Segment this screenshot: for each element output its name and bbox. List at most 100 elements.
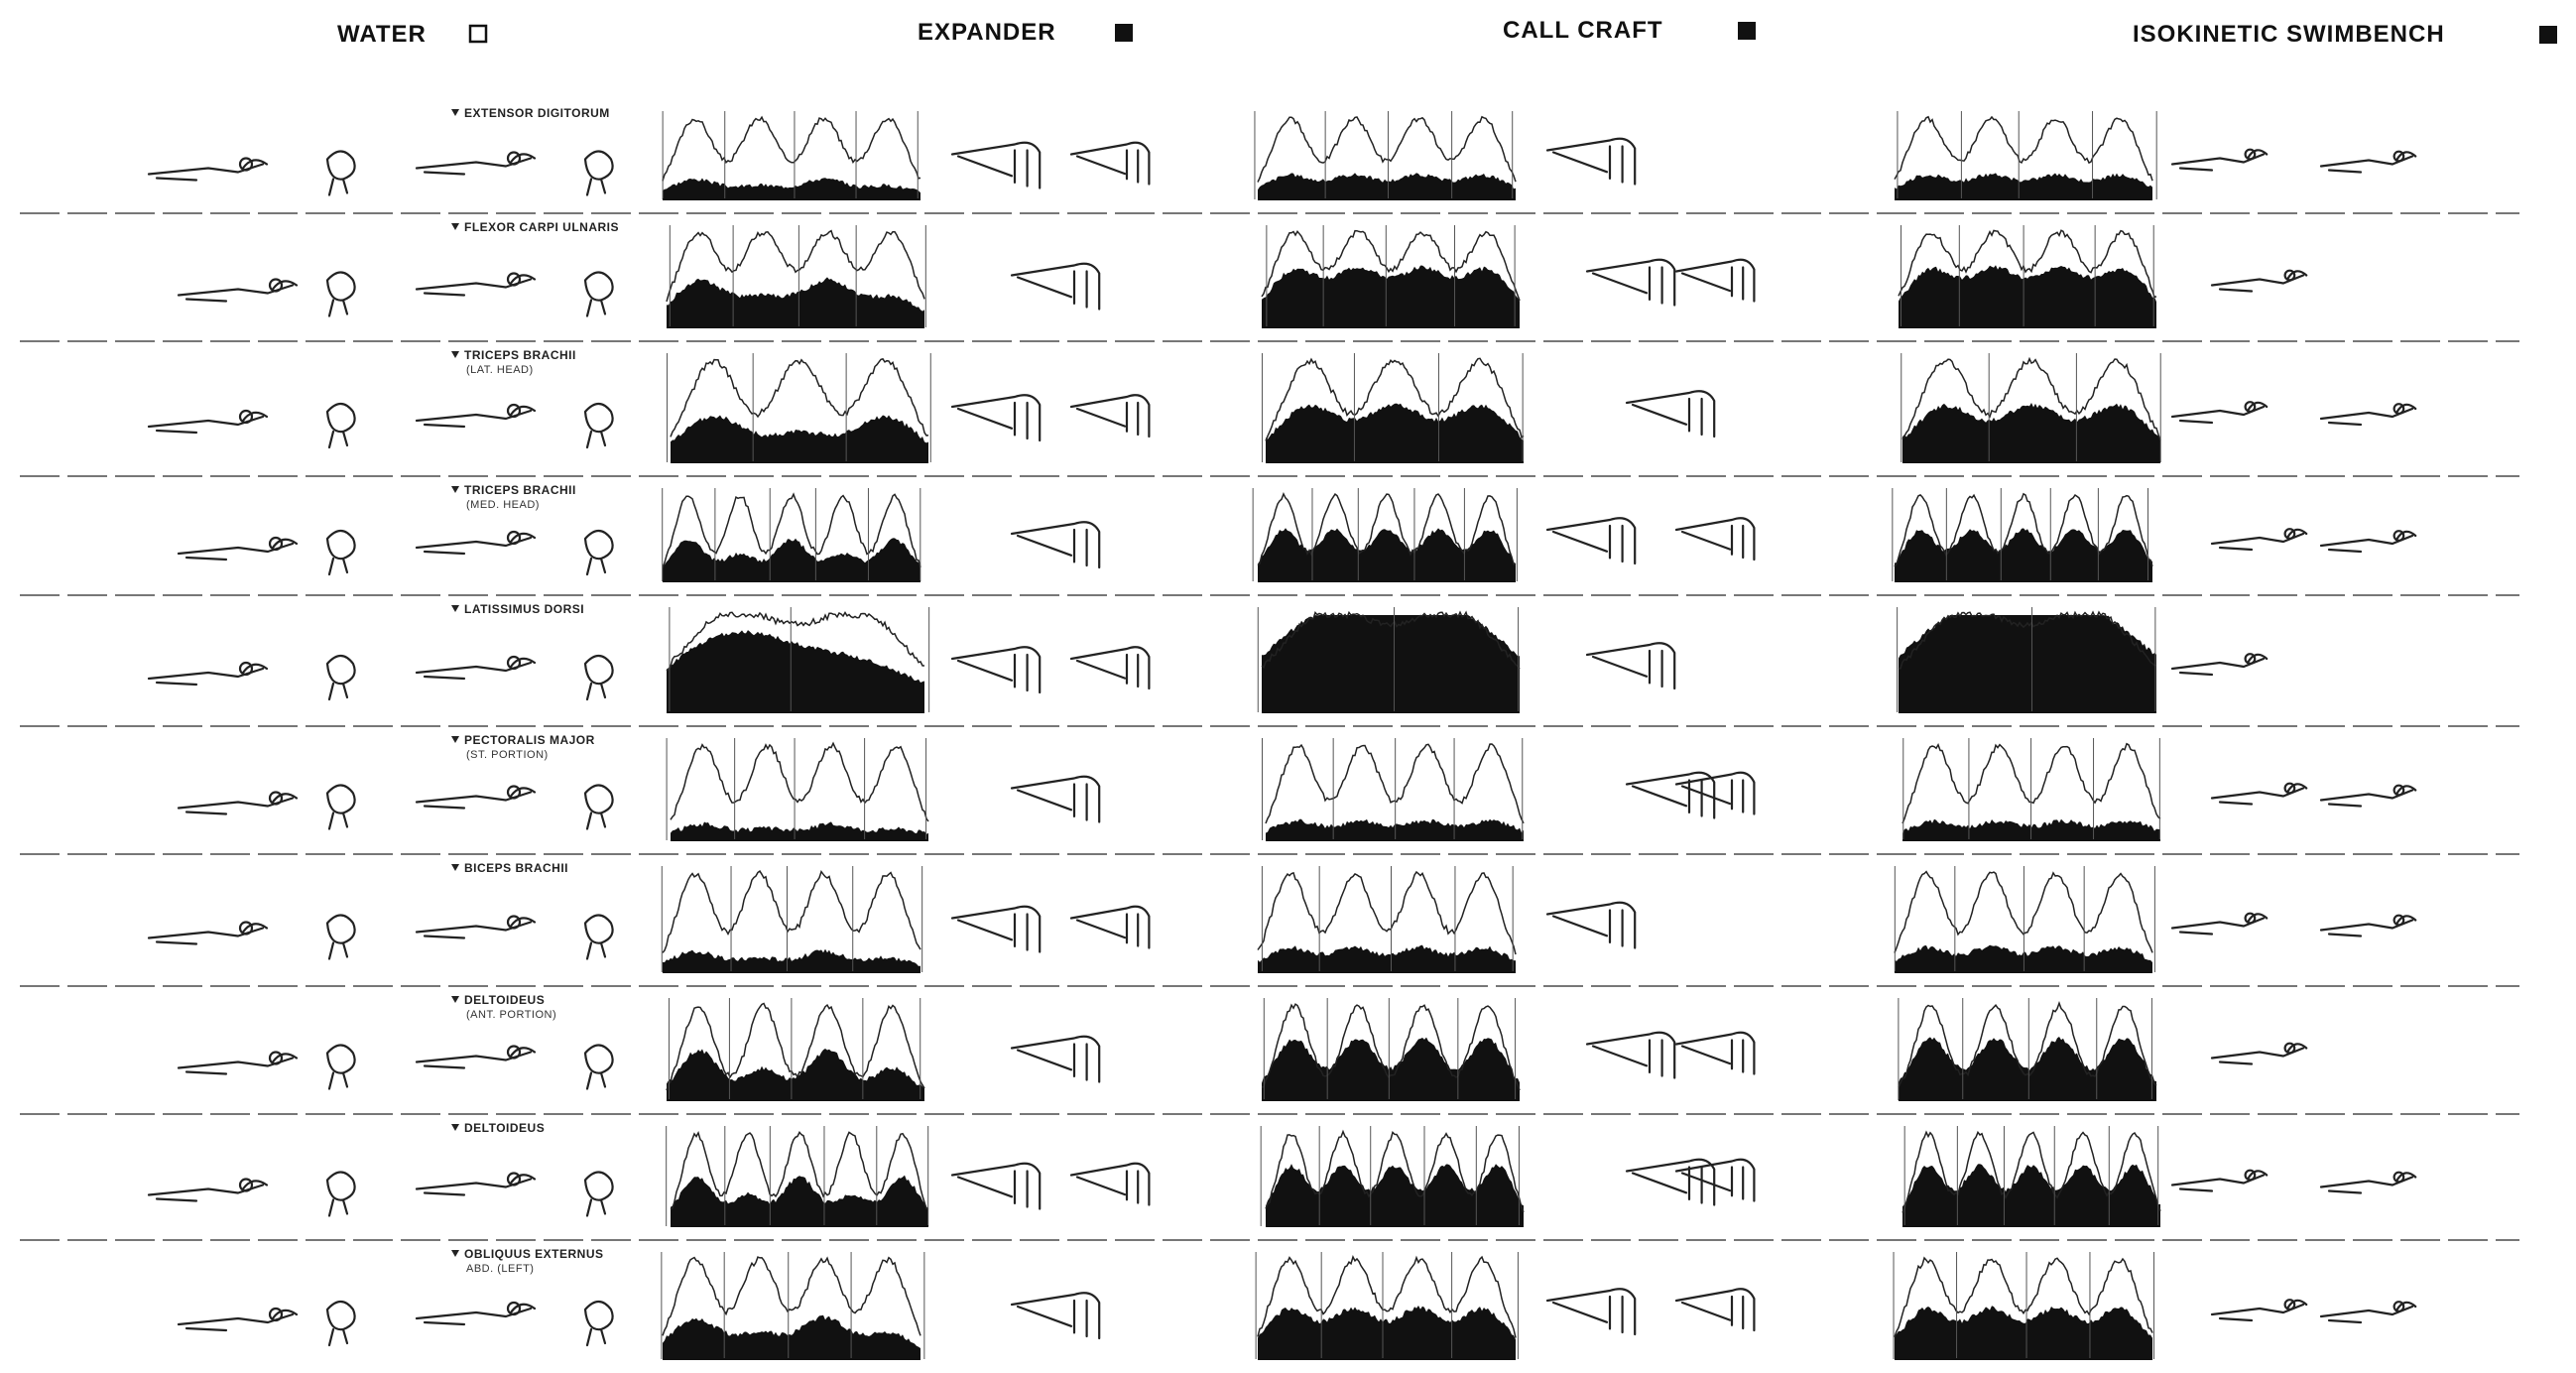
swimmer-sketch bbox=[2321, 532, 2415, 552]
swimmer-sketch bbox=[2172, 403, 2267, 423]
apparatus-sketch bbox=[1071, 395, 1149, 437]
muscle-sublabel: (MED. HEAD) bbox=[466, 499, 540, 511]
muscle-label: LATISSIMUS DORSI bbox=[464, 602, 584, 616]
apparatus-sketch bbox=[1627, 391, 1714, 437]
swimmer-sketch bbox=[585, 1173, 613, 1216]
apparatus-sketch bbox=[952, 1164, 1040, 1209]
swimmer-sketch bbox=[327, 916, 355, 959]
swimmer-sketch bbox=[585, 1302, 613, 1345]
swimmer-sketch bbox=[2321, 786, 2415, 806]
muscle-label: EXTENSOR DIGITORUM bbox=[464, 106, 610, 120]
muscle-label: OBLIQUUS EXTERNUS bbox=[464, 1247, 604, 1261]
swimmer-sketch bbox=[327, 152, 355, 195]
swimmer-sketch bbox=[327, 273, 355, 316]
apparatus-sketch bbox=[952, 143, 1040, 188]
muscle-label: FLEXOR CARPI ULNARIS bbox=[464, 220, 619, 234]
swimmer-sketch bbox=[327, 786, 355, 829]
emg-fill bbox=[1266, 1164, 1524, 1226]
emg-fill bbox=[1902, 403, 2160, 462]
apparatus-sketch bbox=[1587, 260, 1674, 306]
apparatus-sketch bbox=[1012, 1293, 1099, 1338]
muscle-marker bbox=[451, 1250, 459, 1257]
apparatus-sketch bbox=[952, 907, 1040, 952]
apparatus-sketch bbox=[1676, 1289, 1754, 1330]
apparatus-sketch bbox=[1012, 1037, 1099, 1082]
condition-header: CALL CRAFT bbox=[1503, 17, 1663, 44]
muscle-marker bbox=[451, 736, 459, 743]
swimmer-sketch bbox=[2212, 271, 2306, 291]
apparatus-sketch bbox=[1012, 777, 1099, 822]
emg-fill bbox=[663, 538, 920, 581]
apparatus-sketch bbox=[1587, 1033, 1674, 1078]
apparatus-sketch bbox=[1676, 260, 1754, 302]
muscle-sublabel: (LAT. HEAD) bbox=[466, 364, 534, 376]
swimmer-sketch bbox=[2212, 1301, 2306, 1320]
swimmer-sketch bbox=[2212, 784, 2306, 804]
emg-outline bbox=[1266, 744, 1524, 823]
muscle-label: PECTORALIS MAJOR bbox=[464, 733, 595, 747]
emg-fill bbox=[1258, 945, 1516, 972]
emg-outline bbox=[1258, 117, 1516, 183]
apparatus-sketch bbox=[1676, 518, 1754, 560]
swimmer-sketch bbox=[2321, 1303, 2415, 1322]
emg-fill bbox=[1899, 265, 2156, 327]
muscle-marker bbox=[451, 1124, 459, 1131]
swimmer-sketch bbox=[585, 1046, 613, 1089]
muscle-sublabel: (ST. PORTION) bbox=[466, 749, 549, 761]
apparatus-sketch bbox=[1071, 647, 1149, 688]
swimmer-sketch bbox=[2172, 150, 2267, 170]
apparatus-sketch bbox=[1071, 143, 1149, 185]
swimmer-sketch bbox=[585, 916, 613, 959]
swimmer-sketch bbox=[2212, 530, 2306, 550]
swimmer-sketch bbox=[327, 656, 355, 699]
apparatus-sketch bbox=[1547, 518, 1635, 563]
emg-outline bbox=[663, 117, 920, 181]
condition-header: WATER bbox=[337, 21, 427, 48]
muscle-label: TRICEPS BRACHII bbox=[464, 348, 576, 362]
apparatus-sketch bbox=[1547, 1289, 1635, 1334]
emg-outline bbox=[663, 871, 920, 952]
swimmer-sketch bbox=[327, 1302, 355, 1345]
emg-fill bbox=[667, 277, 924, 327]
apparatus-sketch bbox=[952, 647, 1040, 692]
emg-outline bbox=[671, 743, 928, 821]
page: {"header": {"conditions": ["WATER", "EXP… bbox=[0, 0, 2576, 1373]
swimmer-sketch bbox=[585, 531, 613, 574]
swimmer-sketch bbox=[2172, 655, 2267, 675]
condition-header: EXPANDER bbox=[918, 19, 1056, 46]
swimmer-sketch bbox=[2172, 914, 2267, 934]
swimmer-sketch bbox=[585, 273, 613, 316]
swimmer-sketch bbox=[585, 404, 613, 447]
apparatus-sketch bbox=[952, 395, 1040, 440]
apparatus-sketch bbox=[1012, 522, 1099, 567]
swimmer-sketch bbox=[2212, 1044, 2306, 1063]
emg-fill bbox=[663, 178, 920, 199]
emg-fill bbox=[1899, 615, 2156, 712]
muscle-label: DELTOIDEUS bbox=[464, 993, 545, 1007]
swimmer-sketch bbox=[327, 404, 355, 447]
emg-fill bbox=[1262, 615, 1520, 712]
emg-fill bbox=[1262, 266, 1520, 327]
swimmer-sketch bbox=[2321, 405, 2415, 425]
figure: WATER EXPANDER CALL CRAFT ISOKINETIC SWI… bbox=[0, 0, 2576, 1373]
emg-fill bbox=[671, 416, 928, 463]
apparatus-sketch bbox=[1012, 264, 1099, 310]
muscle-label: DELTOIDEUS bbox=[464, 1121, 545, 1135]
apparatus-sketch bbox=[1547, 903, 1635, 948]
muscle-label: BICEPS BRACHII bbox=[464, 861, 568, 875]
emg-fill bbox=[663, 949, 920, 972]
emg-fill bbox=[1266, 819, 1524, 840]
open-marker bbox=[470, 26, 486, 42]
condition-header: ISOKINETIC SWIMBENCH bbox=[2133, 21, 2445, 48]
filled-marker bbox=[1115, 24, 1133, 42]
muscle-marker bbox=[451, 223, 459, 230]
muscle-marker bbox=[451, 864, 459, 871]
emg-fill bbox=[671, 1176, 928, 1226]
swimmer-sketch bbox=[327, 1046, 355, 1089]
swimmer-sketch bbox=[585, 152, 613, 195]
emg-fill bbox=[671, 821, 928, 840]
apparatus-sketch bbox=[1587, 643, 1674, 688]
muscle-marker bbox=[451, 351, 459, 358]
emg-fill bbox=[1895, 173, 2152, 199]
emg-fill bbox=[1895, 528, 2152, 581]
